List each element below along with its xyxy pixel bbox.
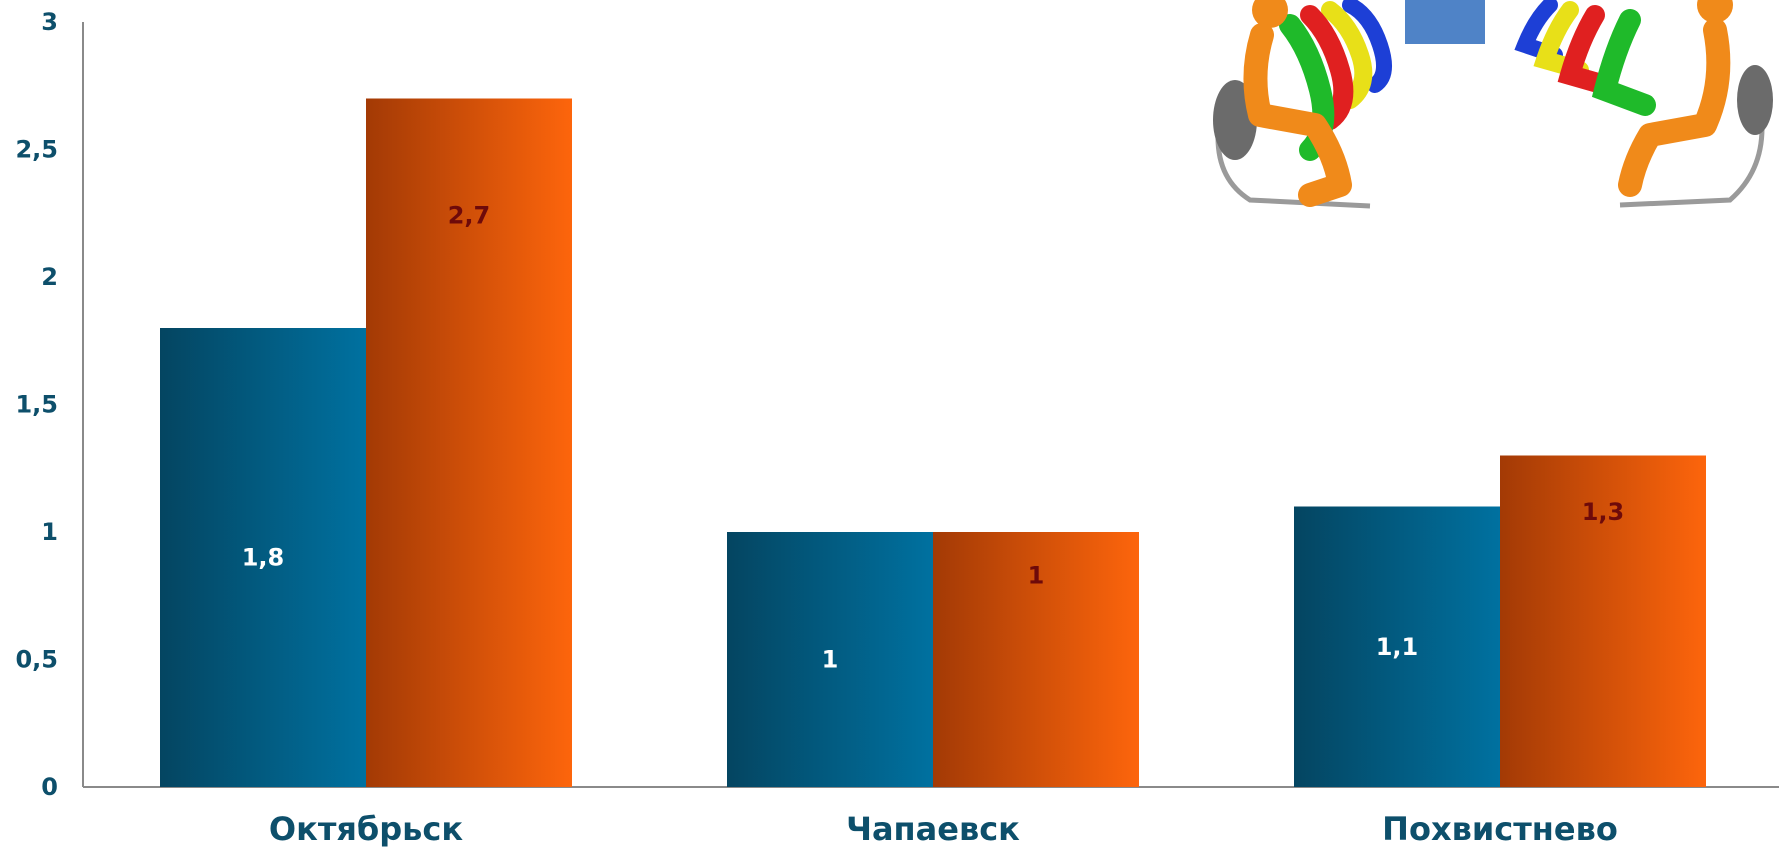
- bars: [160, 98, 1706, 787]
- y-axis-ticks: 0 0,5 1 1,5 2 2,5 3: [15, 8, 58, 801]
- bar-series2-2: [1500, 455, 1706, 787]
- y-tick-label: 2,5: [15, 136, 58, 164]
- y-tick-label: 2: [41, 263, 58, 291]
- bar-series1-1: [727, 532, 933, 787]
- data-label: 2,7: [448, 202, 491, 230]
- bar-series1-0: [160, 328, 366, 787]
- y-tick-label: 0,5: [15, 646, 58, 674]
- category-label: Октябрьск: [269, 810, 463, 848]
- data-labels: 1,8 1 1,1 2,7 1 1,3: [242, 202, 1625, 674]
- y-tick-label: 0: [41, 773, 58, 801]
- data-label: 1: [822, 646, 839, 674]
- y-tick-label: 3: [41, 8, 58, 36]
- category-label: Похвистнево: [1382, 810, 1618, 848]
- right-seated-people-icon: [1514, 0, 1773, 208]
- bar-series1-2: [1294, 506, 1500, 787]
- y-tick-label: 1,5: [15, 391, 58, 419]
- category-labels: Октябрьск Чапаевск Похвистнево: [269, 810, 1618, 848]
- category-label: Чапаевск: [846, 810, 1020, 848]
- board-icon: [1405, 0, 1485, 44]
- data-label: 1,3: [1582, 498, 1625, 526]
- y-tick-label: 1: [41, 518, 58, 546]
- left-seated-people-icon: [1213, 0, 1392, 209]
- people-meeting-clipart: [1200, 0, 1779, 218]
- bar-series2-1: [933, 532, 1139, 787]
- data-label: 1,1: [1376, 633, 1419, 661]
- bar-series2-0: [366, 98, 572, 787]
- data-label: 1: [1028, 561, 1045, 589]
- data-label: 1,8: [242, 544, 285, 572]
